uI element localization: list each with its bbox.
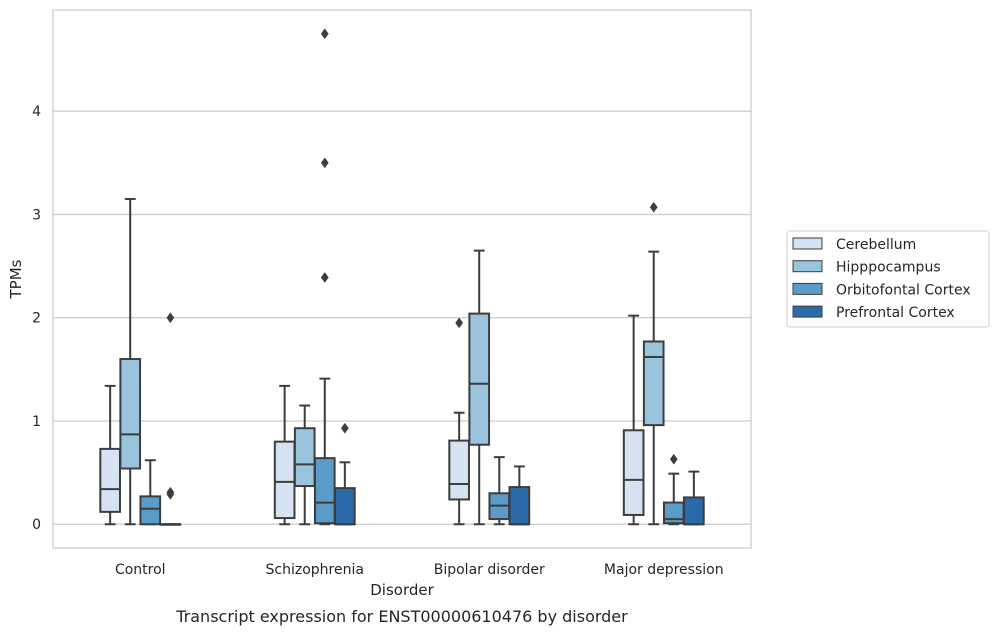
chart-caption: Transcript expression for ENST0000061047… <box>175 607 628 626</box>
iqr-box <box>662 501 685 525</box>
iqr-box <box>334 487 356 526</box>
box-plots <box>99 28 705 526</box>
legend-swatch <box>792 237 823 250</box>
y-tick-label: 1 <box>32 414 41 430</box>
legend-frame <box>786 230 990 328</box>
legend: Cerebellum Hipppocampus Orbitofontal Corte… <box>786 230 990 328</box>
y-axis-title: TPMs <box>7 259 25 299</box>
x-tick-label: Schizophrenia <box>266 562 364 578</box>
box <box>468 249 491 526</box>
legend-swatch <box>792 305 823 318</box>
outlier-point <box>455 317 464 329</box>
legend-label: Orbitofontal Cortex <box>836 282 971 298</box>
y-tick-label: 3 <box>32 207 41 223</box>
outlier-point <box>320 272 329 283</box>
plot-area <box>52 9 752 549</box>
outlier-point <box>320 28 329 40</box>
box <box>139 459 162 526</box>
y-tick-label: 0 <box>32 517 41 533</box>
iqr-box <box>622 429 645 516</box>
box <box>99 384 121 526</box>
iqr-box <box>508 486 531 526</box>
box <box>642 201 665 526</box>
box <box>159 312 182 526</box>
outlier-point <box>320 157 329 169</box>
iqr-box <box>448 439 470 501</box>
box <box>683 470 705 526</box>
legend-swatch <box>792 282 823 295</box>
iqr-box <box>313 457 336 525</box>
legend-swatch <box>792 260 823 273</box>
legend-label: Prefrontal Cortex <box>836 305 955 321</box>
x-axis-title: Disorder <box>370 581 434 599</box>
iqr-box <box>683 496 705 526</box>
y-tick-label: 4 <box>32 104 41 120</box>
box <box>293 404 316 526</box>
box <box>488 456 511 526</box>
x-tick-labels: Control Schizophrenia Bipolar disorder Majo… <box>115 562 724 578</box>
outlier-point <box>649 201 658 213</box>
iqr-box <box>139 495 162 526</box>
y-tick-label: 2 <box>32 311 41 327</box>
outlier-point <box>166 486 175 498</box>
iqr-box <box>293 427 316 488</box>
box <box>662 453 685 526</box>
box <box>119 197 142 526</box>
iqr-box <box>99 447 121 513</box>
box <box>313 28 336 526</box>
iqr-box <box>642 340 665 427</box>
outlier-point <box>166 312 175 324</box>
box <box>334 422 356 526</box>
x-tick-label: Major depression <box>604 562 724 578</box>
legend-label: Hipppocampus <box>836 260 941 276</box>
outlier-point <box>669 453 678 465</box>
iqr-box <box>468 312 491 446</box>
y-tick-labels: 0 1 2 3 4 <box>32 104 41 533</box>
box <box>622 314 645 526</box>
x-tick-label: Bipolar disorder <box>434 562 545 578</box>
box <box>448 317 470 526</box>
outlier-point <box>340 422 349 434</box>
iqr-box <box>119 358 142 470</box>
x-tick-label: Control <box>115 562 166 578</box>
iqr-box <box>273 440 296 520</box>
box <box>508 465 531 526</box>
legend-label: Cerebellum <box>836 237 916 253</box>
